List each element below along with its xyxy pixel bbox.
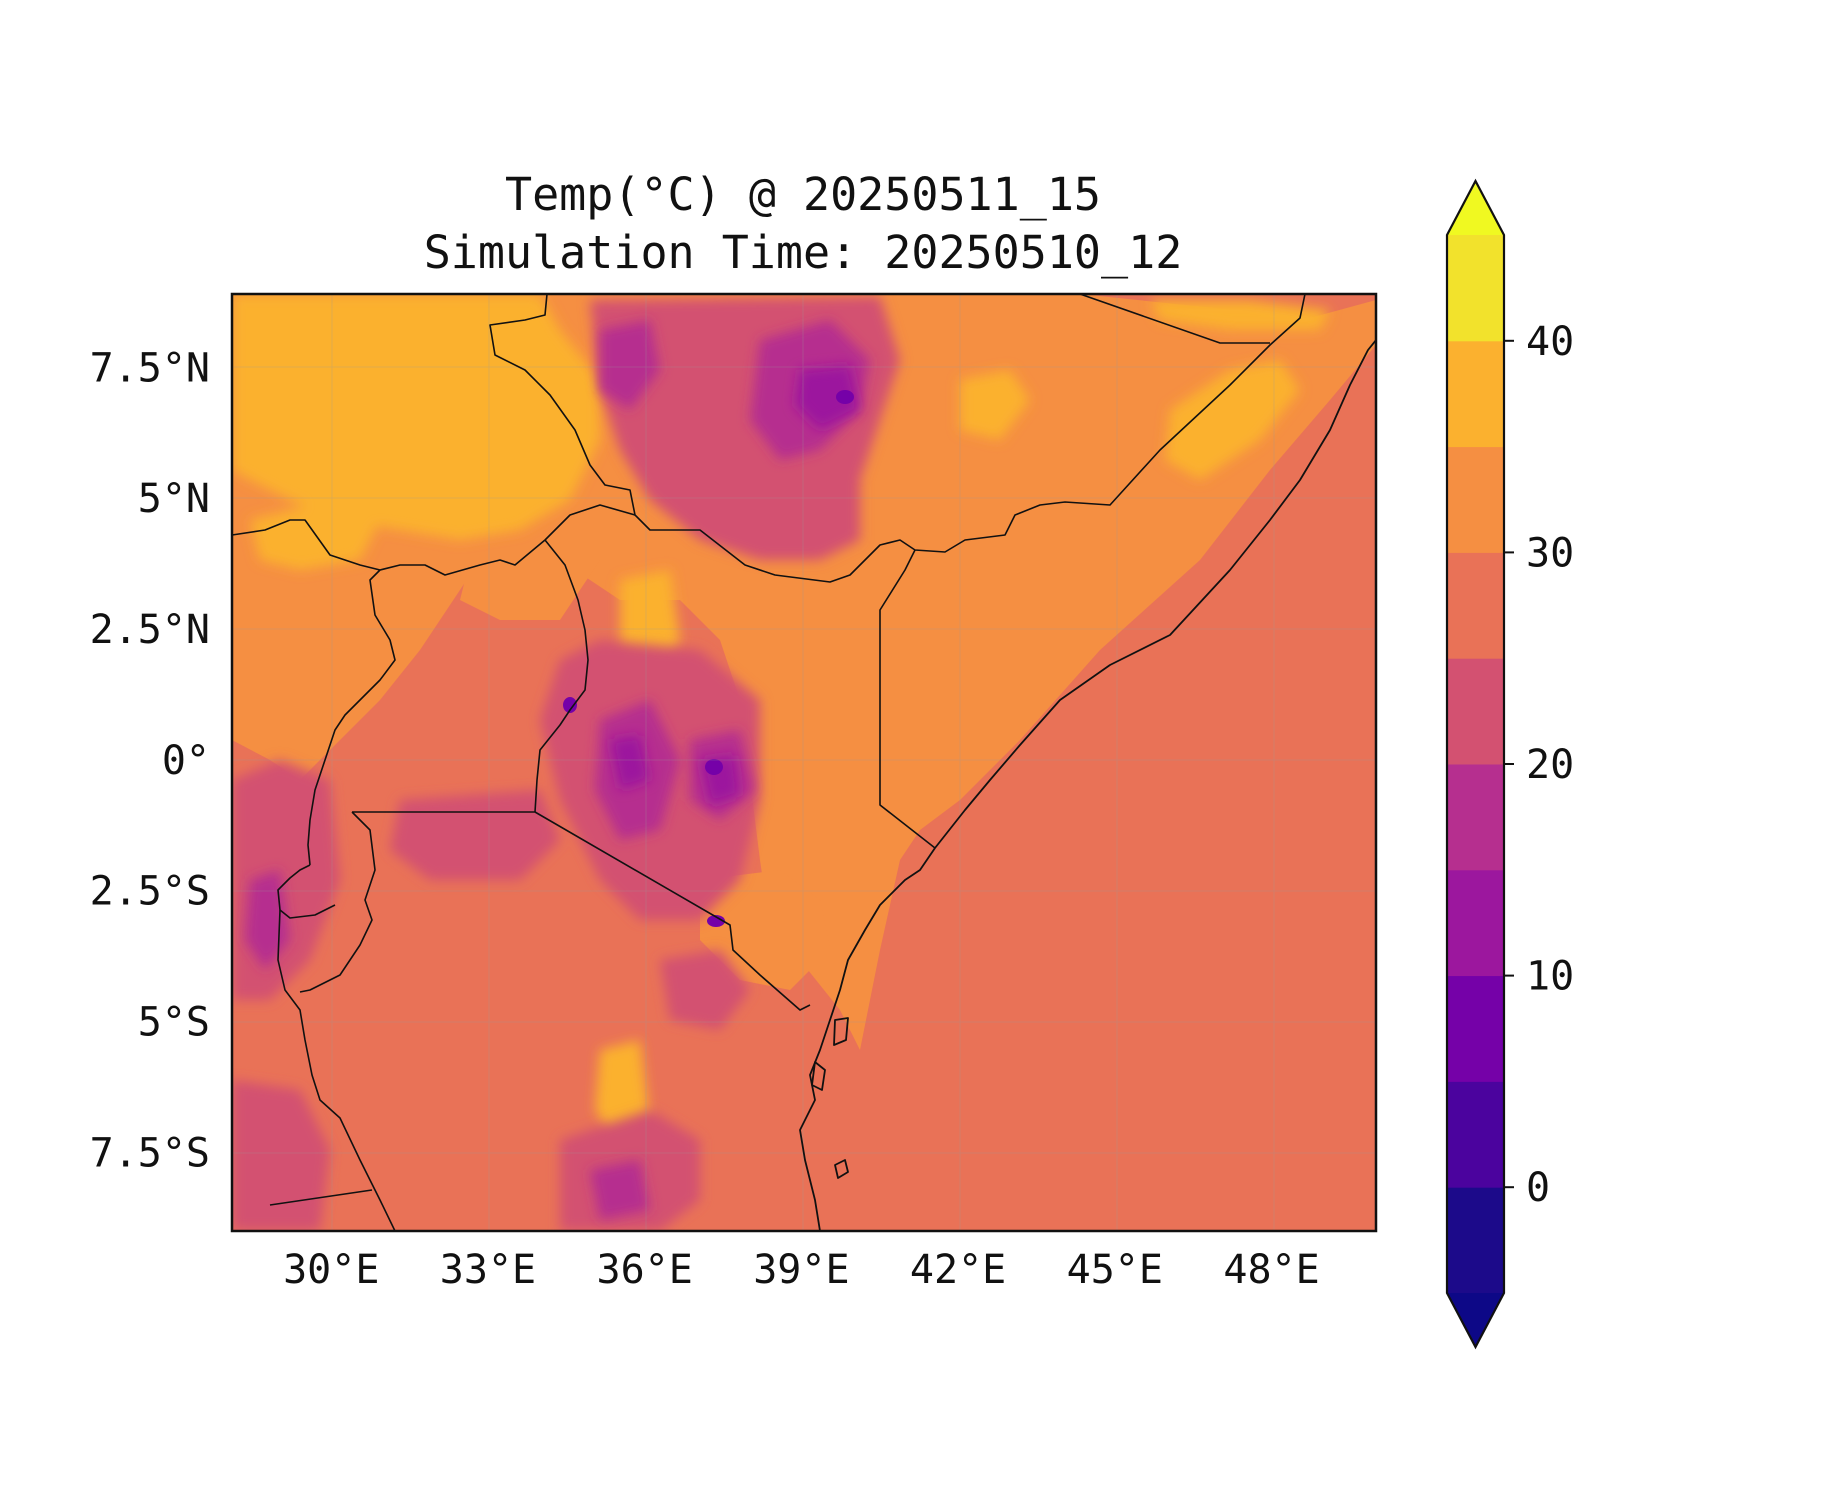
colorbar-band bbox=[1447, 446, 1504, 553]
colorbar-band bbox=[1447, 975, 1504, 1082]
x-tick-label: 48°E bbox=[1223, 1247, 1319, 1293]
country-borders bbox=[232, 294, 1306, 1231]
x-tick-label: 45°E bbox=[1067, 1247, 1163, 1293]
colorbar-band bbox=[1447, 1187, 1504, 1294]
x-tick-label: 33°E bbox=[440, 1247, 536, 1293]
y-tick-label: 5°N bbox=[138, 476, 210, 522]
map-plot-area bbox=[232, 294, 1376, 1231]
x-tick-label: 42°E bbox=[910, 1247, 1006, 1293]
small-island bbox=[834, 1159, 849, 1179]
zanzibar-island bbox=[833, 1017, 849, 1046]
chart-title-line-1: Temp(°C) @ 20250511_15 bbox=[505, 168, 1101, 221]
y-tick-label: 0° bbox=[162, 738, 210, 784]
colorbar-band bbox=[1447, 340, 1504, 448]
temperature-field-35-40 bbox=[232, 294, 1330, 1150]
map-frame bbox=[230, 292, 1378, 1233]
map-gridlines bbox=[232, 294, 1376, 1231]
y-tick-label: 2.5°S bbox=[90, 869, 210, 915]
chart-title-line-2: Simulation Time: 20250510_12 bbox=[424, 226, 1183, 279]
x-tick-label: 36°E bbox=[597, 1247, 693, 1293]
colorbar-extend-max bbox=[1447, 181, 1504, 235]
colorbar: 0 10 20 30 40 bbox=[1445, 178, 1574, 1350]
coastline bbox=[799, 339, 1376, 1231]
y-tick-label: 5°S bbox=[138, 1000, 210, 1046]
colorbar-band bbox=[1447, 658, 1504, 765]
colorbar-tick-label: 40 bbox=[1526, 319, 1574, 365]
colorbar-band bbox=[1447, 764, 1504, 871]
x-tick-label: 39°E bbox=[753, 1247, 849, 1293]
y-axis-ticks: 7.5°N 5°N 2.5°N 0° 2.5°S 5°S 7.5°S bbox=[90, 345, 210, 1176]
colorbar-band bbox=[1447, 552, 1504, 659]
colorbar-band bbox=[1447, 235, 1504, 342]
y-tick-label: 2.5°N bbox=[90, 607, 210, 653]
y-tick-label: 7.5°S bbox=[90, 1130, 210, 1176]
colorbar-tick-label: 20 bbox=[1526, 742, 1574, 788]
colorbar-band bbox=[1447, 1081, 1504, 1188]
colorbar-extend-min bbox=[1447, 1293, 1504, 1347]
temperature-field-5-10 bbox=[563, 390, 854, 927]
colorbar-tick-label: 0 bbox=[1526, 1165, 1550, 1211]
x-axis-ticks: 30°E 33°E 36°E 39°E 42°E 45°E 48°E bbox=[283, 1247, 1320, 1293]
y-tick-label: 7.5°N bbox=[90, 345, 210, 391]
colorbar-tick-label: 30 bbox=[1526, 530, 1574, 576]
x-tick-label: 30°E bbox=[283, 1247, 379, 1293]
colorbar-outline bbox=[1445, 178, 1506, 1350]
colorbar-band bbox=[1447, 869, 1504, 977]
mafia-pemba-island bbox=[811, 1061, 826, 1091]
colorbar-tick-label: 10 bbox=[1526, 954, 1574, 1000]
